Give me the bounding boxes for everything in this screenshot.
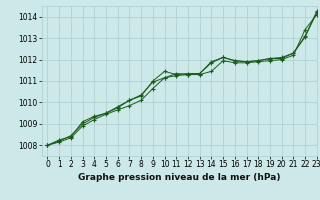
X-axis label: Graphe pression niveau de la mer (hPa): Graphe pression niveau de la mer (hPa)	[78, 173, 280, 182]
